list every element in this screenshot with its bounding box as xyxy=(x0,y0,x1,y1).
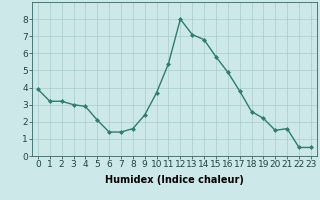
X-axis label: Humidex (Indice chaleur): Humidex (Indice chaleur) xyxy=(105,175,244,185)
